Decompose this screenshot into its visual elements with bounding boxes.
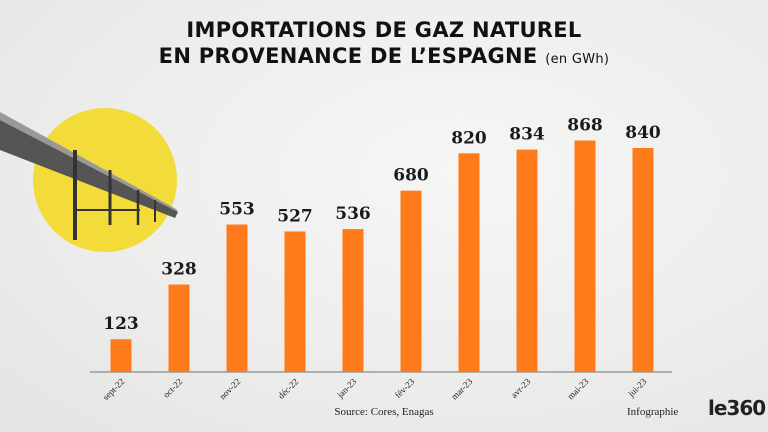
- x-tick-label: jui-23: [625, 376, 648, 399]
- x-tick-label: fév-23: [393, 376, 417, 400]
- chart-title-line1: IMPORTATIONS DE GAZ NATUREL: [186, 18, 582, 42]
- le360-logo: le360: [708, 396, 766, 420]
- unit-label: (en GWh): [545, 52, 610, 67]
- data-label: 834: [509, 125, 545, 145]
- x-tick-label: jan-23: [334, 376, 358, 400]
- data-label: 820: [451, 128, 487, 148]
- data-label: 123: [103, 314, 139, 334]
- source-note: Source: Cores, Enagas: [334, 406, 434, 418]
- x-tick-label: déc-22: [276, 376, 300, 400]
- bar-jan-23: [342, 229, 364, 372]
- chart-title-line2: EN PROVENANCE DE L’ESPAGNE (en GWh): [0, 44, 768, 68]
- x-tick-label: mai-23: [565, 376, 590, 401]
- bar-jui-23: [632, 148, 654, 372]
- data-label: 868: [567, 116, 603, 136]
- title-text: EN PROVENANCE DE L’ESPAGNE: [158, 44, 538, 68]
- data-label: 553: [219, 200, 255, 220]
- bar-déc-22: [284, 231, 306, 372]
- bar-nov-22: [226, 224, 248, 372]
- x-tick-label: nov-22: [217, 376, 242, 401]
- bar-sept-22: [110, 339, 132, 372]
- x-tick-label: oct-22: [161, 376, 184, 399]
- data-label: 840: [625, 123, 661, 143]
- data-label: 527: [277, 206, 313, 226]
- data-label: 328: [161, 260, 197, 280]
- bar-oct-22: [168, 284, 190, 372]
- pipeline-illustration: [0, 108, 178, 252]
- x-tick-label: avr-23: [509, 376, 533, 400]
- pipeline-icon: [0, 120, 178, 218]
- bar-avr-23: [516, 149, 538, 372]
- data-label: 680: [393, 166, 429, 186]
- bar-fév-23: [400, 190, 422, 372]
- credit-label: Infographie: [627, 406, 679, 418]
- x-tick-label: mar-23: [449, 376, 475, 402]
- data-label: 536: [335, 204, 371, 224]
- bar-mar-23: [458, 153, 480, 372]
- bar-mai-23: [574, 140, 596, 372]
- x-tick-label: sept-22: [101, 376, 127, 402]
